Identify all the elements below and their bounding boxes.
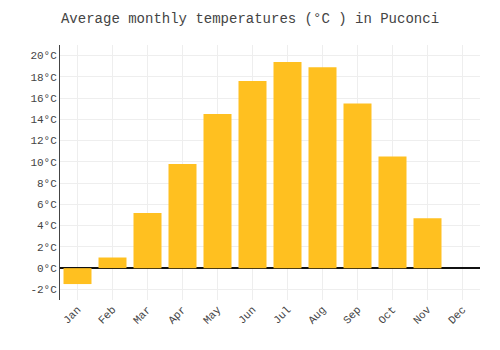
svg-text:12°C: 12°C xyxy=(30,135,57,147)
svg-text:8°C: 8°C xyxy=(37,178,57,190)
svg-text:0°C: 0°C xyxy=(37,263,57,275)
svg-text:Nov: Nov xyxy=(411,304,434,327)
svg-text:Apr: Apr xyxy=(166,304,188,326)
svg-text:Average monthly temperatures (: Average monthly temperatures (°C ) in Pu… xyxy=(61,11,439,27)
svg-text:4°C: 4°C xyxy=(37,220,57,232)
svg-text:14°C: 14°C xyxy=(30,114,57,126)
svg-text:Jan: Jan xyxy=(61,304,83,326)
svg-text:Aug: Aug xyxy=(306,304,328,326)
svg-text:2°C: 2°C xyxy=(37,242,57,254)
svg-text:10°C: 10°C xyxy=(30,157,57,169)
svg-text:20°C: 20°C xyxy=(30,50,57,62)
svg-text:Oct: Oct xyxy=(376,304,398,326)
svg-text:Jun: Jun xyxy=(236,304,258,326)
svg-text:Mar: Mar xyxy=(131,304,153,326)
svg-text:Dec: Dec xyxy=(446,304,468,326)
svg-text:-2°C: -2°C xyxy=(30,284,57,296)
svg-text:Feb: Feb xyxy=(96,304,118,326)
svg-text:6°C: 6°C xyxy=(37,199,57,211)
svg-text:May: May xyxy=(201,304,224,327)
svg-text:Sep: Sep xyxy=(341,304,363,326)
svg-text:18°C: 18°C xyxy=(30,72,57,84)
svg-text:Jul: Jul xyxy=(271,304,293,326)
svg-text:16°C: 16°C xyxy=(30,93,57,105)
